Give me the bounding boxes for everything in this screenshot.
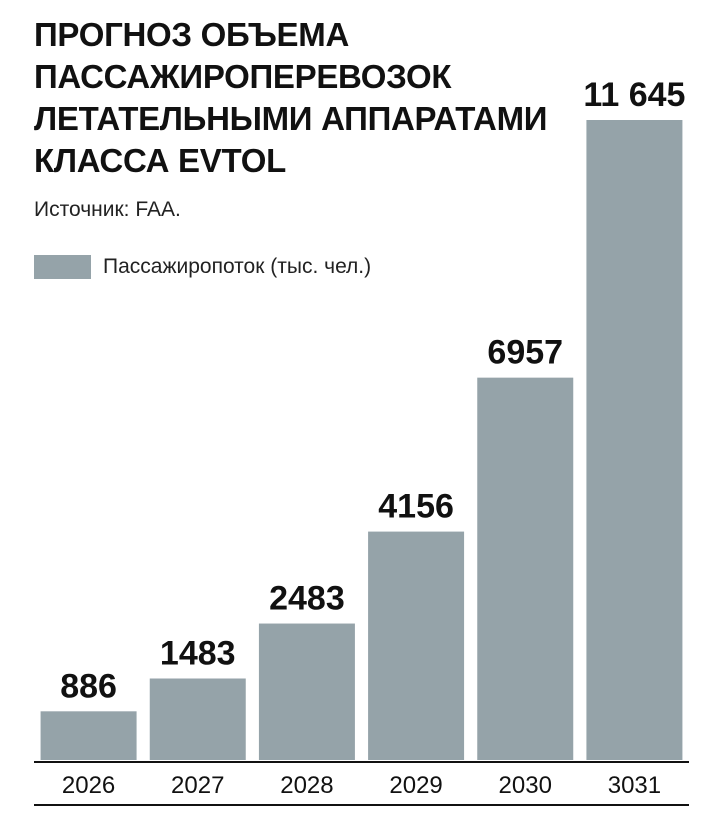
legend-swatch	[34, 255, 91, 279]
x-tick-2030: 2030	[499, 772, 552, 799]
bar-2027	[149, 678, 246, 760]
chart-title-line-3: ЛЕТАТЕЛЬНЫМИ АППАРАТАМИ	[34, 100, 548, 137]
bar-value-2029: 4156	[378, 488, 454, 526]
bar-value-2027: 1483	[160, 634, 236, 672]
legend-label: Пассажиропоток (тыс. чел.)	[103, 255, 372, 278]
legend: Пассажиропоток (тыс. чел.)	[34, 252, 371, 282]
chart-title-line-4: КЛАССА EVTOL	[34, 142, 286, 179]
bar-value-3031: 11 645	[583, 76, 685, 114]
chart-title-line-2: ПАССАЖИРОПЕРЕВОЗОК	[34, 58, 452, 95]
bar-value-2026: 886	[60, 667, 117, 705]
x-tick-2027: 2027	[171, 772, 224, 799]
bar-value-2028: 2483	[269, 580, 345, 618]
bar-2026	[40, 711, 137, 760]
x-tick-2029: 2029	[389, 772, 442, 799]
bar-2028	[258, 623, 355, 760]
bar-3031	[586, 120, 683, 760]
bar-2029	[368, 531, 465, 760]
x-tick-2026: 2026	[62, 772, 115, 799]
chart-title: ПРОГНОЗ ОБЪЕМА ПАССАЖИРОПЕРЕВОЗОК ЛЕТАТЕ…	[34, 14, 594, 182]
bar-2030	[477, 377, 574, 760]
bar-value-2030: 6957	[487, 334, 563, 372]
x-tick-2028: 2028	[280, 772, 333, 799]
x-tick-3031: 3031	[608, 772, 661, 799]
source-note: Источник: FAA.	[34, 198, 181, 221]
chart-title-line-1: ПРОГНОЗ ОБЪЕМА	[34, 16, 349, 53]
